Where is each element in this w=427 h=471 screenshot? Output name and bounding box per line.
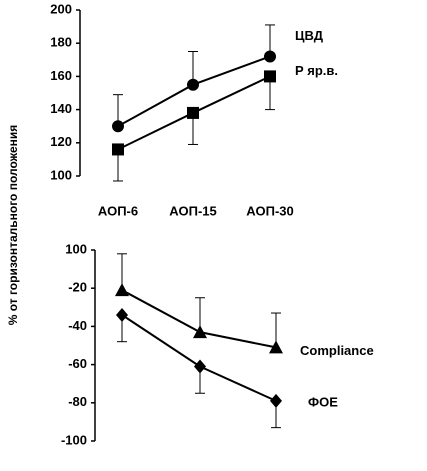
x-tick-label: АОП-30 [246, 203, 293, 218]
y-tick-label: 160 [50, 68, 72, 83]
y-tick-label: 200 [50, 1, 72, 16]
point [187, 78, 199, 91]
y-tick-label: -20 [68, 280, 87, 295]
legend-label: ФОЕ [308, 394, 338, 409]
point [116, 307, 128, 322]
y-tick-label: 120 [50, 134, 72, 149]
x-tick-label: АОП-6 [98, 203, 138, 218]
point [187, 106, 199, 119]
y-tick-label: 100 [65, 241, 87, 256]
x-tick-label: АОП-15 [169, 203, 216, 218]
y-tick-label: 140 [50, 101, 72, 116]
y-tick-label: -40 [68, 318, 87, 333]
y-axis-label: % от горизонтального положения [6, 125, 20, 326]
legend-label: Р яр.в. [295, 63, 338, 78]
point [264, 70, 276, 83]
point [269, 340, 283, 354]
point [270, 393, 282, 408]
point [264, 50, 276, 63]
y-tick-label: -100 [61, 432, 87, 447]
y-tick-label: -80 [68, 394, 87, 409]
series-line [121, 289, 277, 349]
point [112, 143, 124, 156]
y-tick-label: 180 [50, 35, 72, 50]
y-tick-label: -60 [68, 356, 87, 371]
point [115, 283, 129, 297]
point [193, 325, 207, 339]
point [112, 120, 124, 133]
legend-label: Compliance [300, 343, 374, 358]
legend-label: ЦВД [295, 28, 324, 43]
point [194, 359, 206, 374]
y-tick-label: 100 [50, 167, 72, 182]
